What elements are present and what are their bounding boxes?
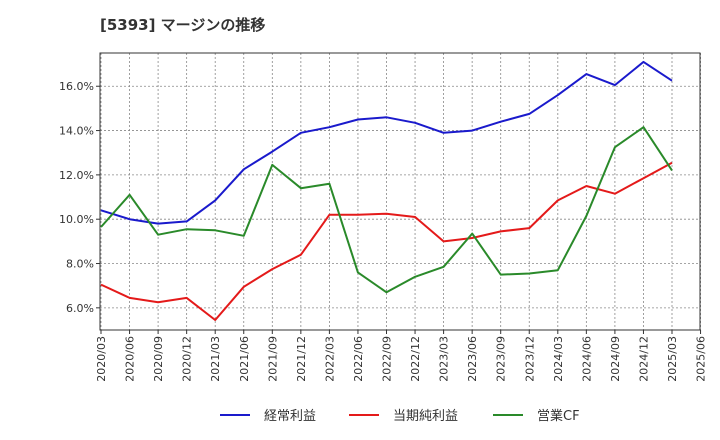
x-axis: 2020/03 2020/06 2020/09 2020/12 2021/03 2021/… (95, 330, 708, 382)
x-tick-label: 2023/06 (466, 336, 479, 382)
x-tick-label: 2024/03 (552, 336, 565, 382)
series (100, 60, 673, 321)
legend-label: 経常利益 (264, 409, 316, 424)
x-tick-label: 2022/09 (381, 336, 394, 382)
x-tick-label: 2023/12 (523, 336, 536, 382)
x-tick-label: 2024/12 (637, 336, 650, 382)
x-tick-label: 2024/06 (580, 336, 593, 382)
x-tick-label: 2025/06 (695, 336, 708, 382)
x-tick-label: 2021/06 (238, 336, 251, 382)
y-tick-label: 6.0% (66, 302, 94, 315)
legend: 経常利益 当期純利益 営業CF (220, 408, 580, 424)
grid (100, 53, 701, 330)
y-tick-label: 12.0% (59, 169, 94, 182)
x-tick-label: 2022/03 (323, 336, 336, 382)
x-tick-label: 2024/09 (609, 336, 622, 382)
plot-frame (99, 52, 701, 331)
x-tick-label: 2020/12 (181, 336, 194, 382)
x-tick-label: 2020/03 (95, 336, 108, 382)
y-axis: 6.0% 8.0% 10.0% 12.0% 14.0% 16.0% (59, 80, 100, 315)
legend-label: 営業CF (537, 408, 580, 424)
y-tick-label: 16.0% (59, 80, 94, 93)
x-tick-label: 2020/06 (124, 336, 137, 382)
x-tick-label: 2020/09 (152, 336, 165, 382)
x-tick-label: 2023/03 (438, 336, 451, 382)
y-tick-label: 10.0% (59, 213, 94, 226)
series-line-0 (100, 60, 673, 225)
series-line-2 (100, 126, 673, 294)
x-tick-label: 2022/12 (409, 336, 422, 382)
x-tick-label: 2021/12 (295, 336, 308, 382)
y-tick-label: 14.0% (59, 125, 94, 138)
x-tick-label: 2022/06 (352, 336, 365, 382)
x-tick-label: 2021/03 (209, 336, 222, 382)
y-tick-label: 8.0% (66, 258, 94, 271)
chart-title: [5393] マージンの推移 (100, 16, 266, 34)
x-tick-label: 2021/09 (266, 336, 279, 382)
x-tick-label: 2025/03 (666, 336, 679, 382)
legend-label: 当期純利益 (393, 409, 458, 424)
series-line-1 (100, 161, 673, 321)
x-tick-label: 2023/09 (495, 336, 508, 382)
